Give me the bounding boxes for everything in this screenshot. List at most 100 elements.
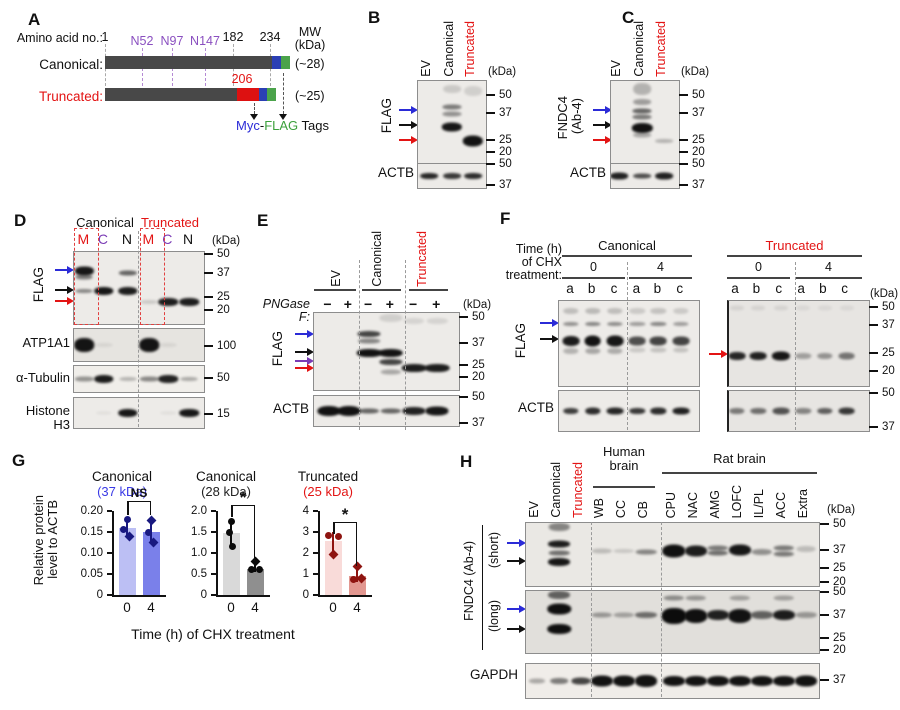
protein-band: [118, 286, 138, 295]
lane-label: Truncated: [414, 231, 429, 287]
protein-band: [425, 406, 449, 416]
y-tick-mark: [211, 573, 216, 575]
y-tick-mark: [313, 573, 318, 575]
mw-tick-mark: [204, 252, 213, 255]
bar: [118, 527, 136, 595]
mw-tick-mark: [486, 93, 495, 96]
lane-divider-dash-1: [359, 260, 360, 430]
panel-d-letter: D: [14, 211, 27, 230]
flag-blot-canonical: [558, 300, 700, 387]
lane-label: IL/PL: [751, 488, 766, 518]
data-point: [255, 566, 263, 574]
protein-band: [571, 677, 591, 685]
mw-tick-mark: [486, 151, 495, 154]
protein-band: [357, 330, 381, 337]
row-label: a: [566, 281, 574, 296]
protein-band: [180, 377, 198, 381]
protein-band: [655, 138, 673, 143]
chx-time-label-line2: of CHX: [521, 255, 562, 269]
bar: [222, 533, 240, 595]
mw-tick-mark: [820, 679, 829, 681]
protein-band: [379, 359, 403, 366]
band-pointer-arrow: [540, 335, 559, 344]
mw-tick-label: 37: [833, 543, 846, 556]
protein-band: [839, 305, 854, 311]
protein-band: [424, 364, 450, 373]
y-tick-label: 0.15: [80, 526, 103, 538]
x-tick-label: 0: [123, 600, 131, 615]
protein-band: [796, 546, 816, 553]
mw-tick-label: 20: [217, 304, 230, 317]
lane-label: NAC: [685, 491, 700, 518]
protein-band: [95, 343, 113, 347]
mw-tick-mark: [869, 425, 878, 428]
protein-band: [628, 336, 646, 346]
protein-band: [773, 551, 795, 557]
row-label: N: [121, 231, 132, 247]
row-label: M: [142, 231, 155, 247]
mw-tick-mark: [679, 163, 688, 166]
protein-band: [613, 612, 635, 618]
protein-band: [442, 111, 462, 117]
long-exposure-label: (long): [487, 600, 501, 632]
mw-tick-label: 25: [217, 291, 230, 304]
protein-band: [629, 321, 646, 326]
error-bar: [356, 566, 358, 583]
panel-e-letter: E: [257, 211, 269, 230]
sig-label: NS: [130, 485, 148, 500]
protein-band: [584, 308, 601, 315]
protein-band: [729, 595, 751, 601]
mw-tick-mark: [820, 566, 829, 569]
canonical-protein-bar: [105, 56, 290, 69]
mw-tick-label: 37: [833, 674, 846, 686]
protein-band: [356, 349, 382, 358]
protein-band: [632, 122, 653, 133]
row-label: c: [841, 281, 848, 296]
band-pointer-arrow: [399, 121, 418, 130]
row-label: −: [408, 296, 418, 312]
y-tick-label: 0: [200, 589, 207, 601]
protein-band: [118, 270, 138, 276]
y-tick-mark: [107, 573, 112, 575]
panel-h-letter: H: [460, 452, 473, 471]
y-tick-mark: [313, 594, 318, 596]
protein-band: [403, 317, 425, 324]
protein-band: [632, 108, 652, 114]
mw-tick-mark: [204, 296, 213, 299]
mw-tick-label: 37: [472, 416, 485, 429]
mw-tick-label: 25: [833, 631, 846, 644]
row-label: a: [797, 281, 805, 296]
y-tick-mark: [107, 510, 112, 512]
protein-band: [464, 173, 482, 179]
lane-label: Canonical: [369, 231, 384, 287]
flag-blot-truncated: [727, 300, 870, 387]
flag-tag-label: FLAG: [264, 118, 299, 133]
flag-blot-label: FLAG: [379, 98, 394, 134]
actb-blot-label: ACTB: [272, 401, 309, 416]
lane-label: EV: [328, 270, 343, 287]
protein-band: [750, 611, 773, 620]
protein-band: [402, 407, 426, 415]
lane-label: CPU: [663, 491, 678, 518]
protein-band: [629, 308, 646, 315]
lane-label: Canonical: [632, 21, 647, 77]
protein-band: [751, 305, 766, 311]
aa-pos-1: 1: [101, 30, 109, 44]
mw-tick-label: 50: [217, 247, 230, 260]
tag-arrow-canonical: [279, 73, 287, 120]
human-brain-line: [593, 486, 655, 488]
mw-tick-label: 50: [882, 300, 895, 313]
time-divider-dash-left: [627, 262, 628, 430]
y-tick-label: 2.0: [191, 505, 207, 517]
y-tick-mark: [313, 531, 318, 533]
mw-header-line2: (kDa): [294, 38, 326, 53]
panel-c-arrows: [588, 80, 612, 162]
panel-c: C FNDC4 (Ab-4) EV Canonical Truncated (kDa…: [548, 0, 758, 200]
protein-band: [650, 347, 667, 353]
mw-tick-mark: [820, 613, 829, 616]
mw-tick-label: 37: [499, 106, 512, 119]
row-label: −: [364, 296, 373, 312]
fndc4-blot-short-exposure: [525, 522, 820, 587]
protein-band: [750, 408, 767, 414]
protein-band: [358, 338, 380, 344]
